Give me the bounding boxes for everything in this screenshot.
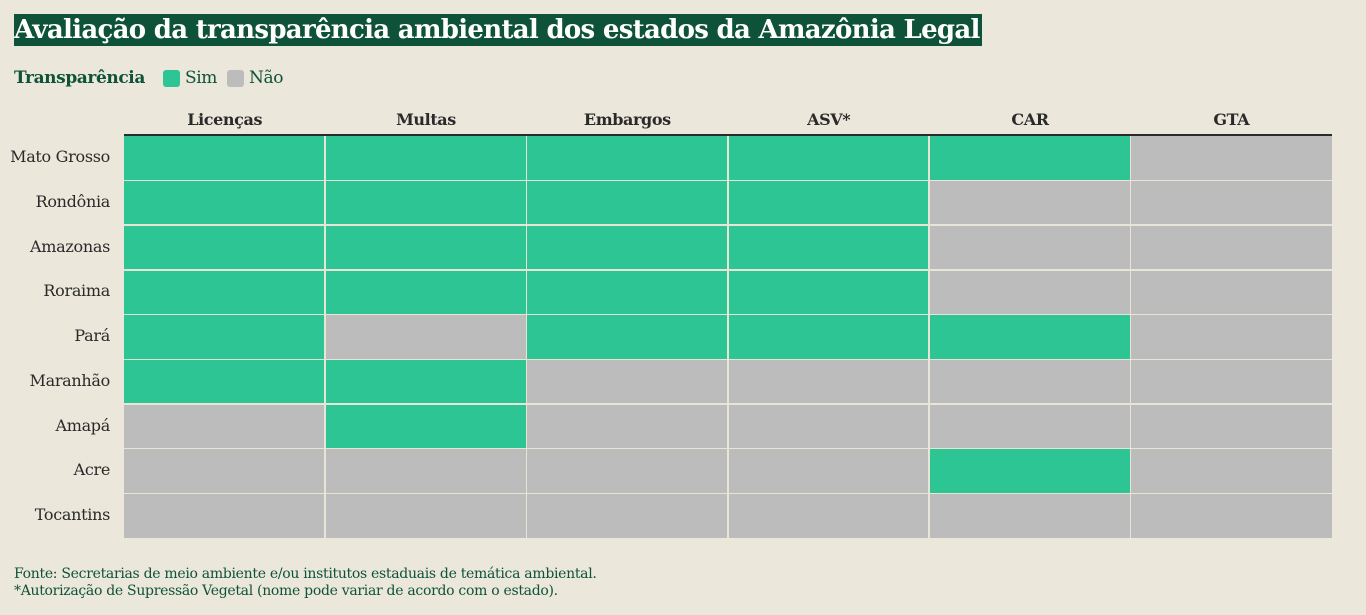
heatmap-cell: [1130, 404, 1332, 449]
heatmap-cell: [728, 136, 930, 181]
grid-line-horizontal: [124, 447, 1332, 450]
legend: Transparência Sim Não: [14, 67, 293, 89]
heatmap-cell: [124, 359, 326, 405]
heatmap-cell: [325, 404, 527, 449]
chart-title: Avaliação da transparência ambiental dos…: [14, 14, 982, 46]
heatmap-cell: [124, 270, 326, 315]
heatmap-cell: [929, 359, 1131, 405]
heatmap-cell: [124, 493, 326, 539]
heatmap-cell: [1130, 493, 1332, 539]
heatmap-cell: [929, 314, 1131, 360]
legend-swatch-nao: [227, 69, 244, 87]
legend-title: Transparência: [14, 68, 145, 88]
heatmap-cell: [325, 225, 527, 271]
footnote-source: Fonte: Secretarias de meio ambiente e/ou…: [14, 566, 597, 582]
column-header: ASV*: [807, 110, 851, 129]
heatmap-cell: [124, 180, 326, 226]
heatmap-cell: [929, 180, 1131, 226]
row-label: Maranhão: [29, 370, 111, 390]
heatmap-cell: [526, 136, 728, 181]
heatmap-cell: [325, 136, 527, 181]
heatmap-cell: [929, 404, 1131, 449]
heatmap-cell: [526, 404, 728, 449]
grid-line-vertical: [1129, 136, 1132, 539]
heatmap-cell: [325, 180, 527, 226]
column-header: Multas: [396, 110, 456, 129]
heatmap-cell: [1130, 270, 1332, 315]
heatmap-cell: [124, 225, 326, 271]
grid-line-horizontal: [124, 358, 1332, 360]
heatmap-cell: [124, 136, 326, 181]
heatmap-cell: [1130, 180, 1332, 226]
heatmap-cell: [728, 404, 930, 449]
heatmap-cell: [929, 493, 1131, 539]
heatmap-cell: [325, 493, 527, 539]
row-label: Tocantins: [34, 504, 111, 524]
heatmap-cell: [929, 225, 1131, 271]
heatmap-cell: [124, 314, 326, 360]
heatmap-cell: [526, 270, 728, 315]
column-header: CAR: [1011, 110, 1049, 129]
grid-line-horizontal: [124, 224, 1332, 226]
heatmap-cell: [325, 359, 527, 405]
heatmap-cell: [728, 180, 930, 226]
heatmap-cell: [526, 225, 728, 271]
heatmap-cell: [325, 448, 527, 494]
grid-line-horizontal: [124, 403, 1332, 405]
heatmap-cell: [728, 448, 930, 494]
header-rule: [124, 134, 1332, 136]
grid-line-vertical: [928, 136, 930, 539]
heatmap-cell: [1130, 448, 1332, 494]
row-label: Mato Grosso: [10, 147, 110, 167]
heatmap-cell: [1130, 136, 1332, 181]
grid-line-vertical: [727, 136, 729, 539]
heatmap-cell: [929, 270, 1131, 315]
heatmap-cell: [124, 404, 326, 449]
legend-item-sim: Sim: [162, 68, 217, 88]
heatmap-cell: [526, 359, 728, 405]
grid-line-vertical: [324, 136, 326, 539]
row-label: Pará: [74, 326, 110, 346]
row-label: Roraima: [43, 281, 110, 301]
grid-line-horizontal: [124, 492, 1332, 495]
grid-line-horizontal: [124, 179, 1332, 182]
column-header: Embargos: [583, 110, 671, 129]
column-header: GTA: [1213, 110, 1250, 129]
heatmap-cell: [325, 314, 527, 360]
heatmap-cell: [526, 493, 728, 539]
row-label: Rondônia: [35, 192, 111, 212]
grid-line-horizontal: [124, 313, 1332, 316]
row-label: Amapá: [55, 415, 110, 435]
heatmap-cell: [325, 270, 527, 315]
row-label: Acre: [73, 460, 111, 480]
heatmap-cell: [526, 448, 728, 494]
legend-label-nao: Não: [249, 68, 284, 88]
grid-line-vertical: [525, 136, 528, 539]
heatmap-cell: [728, 225, 930, 271]
grid-line-horizontal: [124, 269, 1332, 271]
heatmap-cell: [1130, 314, 1332, 360]
heatmap-cell: [728, 270, 930, 315]
heatmap-cell: [728, 359, 930, 405]
heatmap-cell: [929, 136, 1131, 181]
heatmap-cell: [1130, 225, 1332, 271]
heatmap-cell: [124, 448, 326, 494]
row-label: Amazonas: [30, 236, 110, 256]
heatmap-cell: [1130, 359, 1332, 405]
heatmap-cell: [929, 448, 1131, 494]
heatmap-cell: [728, 493, 930, 539]
legend-label-sim: Sim: [184, 68, 217, 88]
legend-item-nao: Não: [227, 68, 283, 88]
heatmap-cell: [526, 314, 728, 360]
heatmap-cell: [728, 314, 930, 360]
legend-swatch-sim: [162, 69, 180, 87]
footnote-asv: *Autorização de Supressão Vegetal (nome …: [14, 583, 558, 599]
column-header: Licenças: [187, 110, 263, 129]
heatmap-cell: [526, 180, 728, 226]
